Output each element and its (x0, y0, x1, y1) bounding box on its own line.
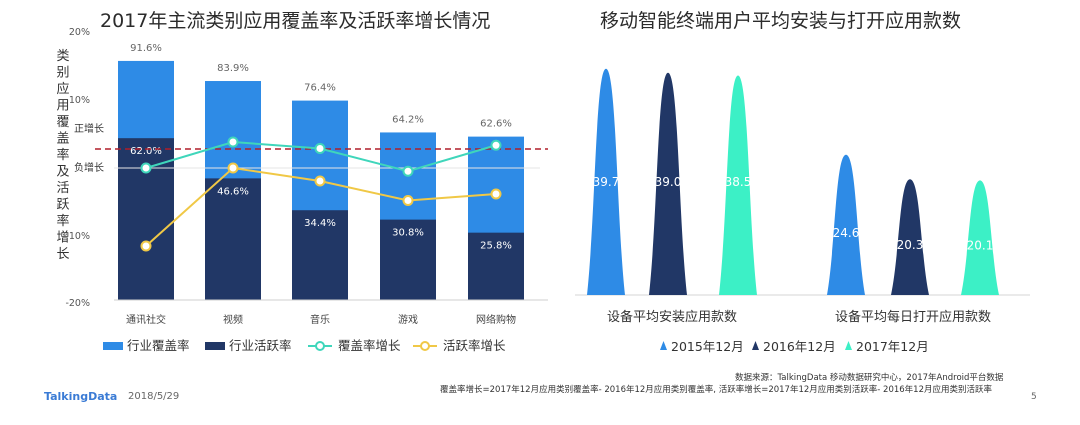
active-growth-point (227, 162, 239, 174)
coverage-growth-point (227, 136, 239, 148)
spike-bar (719, 75, 757, 295)
spike-bar (827, 154, 865, 295)
x-category-label: 音乐 (310, 313, 330, 326)
left-chart-title: 2017年主流类别应用覆盖率及活跃率增长情况 (100, 10, 491, 32)
right-category-label: 设备平均每日打开应用款数 (835, 309, 991, 325)
x-category-label: 通讯社交 (126, 313, 166, 326)
y-axis-label-char: 盖 (56, 132, 69, 147)
legend-coverage-swatch (103, 342, 123, 350)
right-category-label: 设备平均安装应用款数 (607, 309, 737, 325)
spike-data-label: 20.1 (967, 239, 994, 253)
coverage-data-label: 91.6% (130, 43, 162, 54)
negative-growth-label: 负增长 (74, 161, 104, 174)
coverage-data-label: 62.6% (480, 119, 512, 130)
coverage-growth-point (314, 143, 326, 154)
active-data-label: 46.6% (217, 186, 249, 197)
spike-bar (587, 68, 625, 296)
y-axis-label-char: 用 (56, 99, 69, 114)
coverage-data-label: 83.9% (217, 63, 249, 74)
formula-note: 覆盖率增长=2017年12月应用类别覆盖率- 2016年12月应用类别覆盖率, … (440, 385, 992, 395)
right-legend-swatch (845, 341, 852, 350)
y-tick-label: 10% (69, 95, 90, 106)
legend-coverage-growth-label: 覆盖率增长 (338, 338, 401, 353)
legend-coverage-label: 行业覆盖率 (127, 338, 190, 353)
report-date: 2018/5/29 (128, 391, 180, 402)
right-legend-label: 2015年12月 (671, 339, 744, 354)
coverage-data-label: 64.2% (392, 114, 424, 125)
y-axis-label-char: 覆 (56, 115, 69, 130)
spike-bar (961, 180, 999, 295)
active-bar (468, 232, 524, 300)
x-category-label: 网络购物 (476, 313, 516, 326)
positive-growth-label: 正增长 (74, 122, 104, 135)
coverage-data-label: 76.4% (304, 83, 336, 94)
active-data-label: 34.4% (304, 218, 336, 229)
coverage-growth-point (140, 162, 152, 174)
active-bar (380, 219, 436, 300)
page-number: 5 (1031, 392, 1037, 402)
y-axis-label-char: 应 (56, 81, 69, 97)
right-chart-title: 移动智能终端用户平均安装与打开应用款数 (600, 10, 962, 32)
legend-active-label: 行业活跃率 (229, 338, 292, 353)
spike-data-label: 39.0 (655, 175, 682, 189)
y-tick-label: -20% (65, 298, 90, 309)
y-axis-label-char: 率 (56, 147, 69, 163)
coverage-growth-point (490, 139, 502, 151)
active-data-label: 62.0% (130, 146, 162, 157)
y-axis-label-char: 率 (56, 213, 69, 229)
data-source-note: 数据来源：TalkingData 移动数据研究中心，2017年Android平台… (735, 373, 1004, 383)
spike-data-label: 24.6 (833, 226, 860, 240)
spike-data-label: 38.5 (725, 175, 752, 189)
spike-bar (649, 72, 687, 295)
y-tick-label: 10% (69, 231, 90, 242)
y-axis-label-char: 跃 (56, 198, 69, 213)
legend-active-growth-marker (420, 341, 430, 351)
right-legend-swatch (752, 341, 759, 350)
active-growth-point (402, 195, 414, 206)
spike-data-label: 39.7 (593, 175, 620, 189)
legend-active-swatch (205, 342, 225, 350)
x-category-label: 游戏 (398, 313, 418, 326)
y-axis-label-char: 类 (56, 49, 69, 64)
right-legend-label: 2016年12月 (763, 339, 836, 354)
x-category-label: 视频 (223, 313, 243, 326)
legend-active-growth-label: 活跃率增长 (443, 338, 506, 353)
y-axis-label-char: 及 (56, 165, 69, 180)
active-bar (205, 178, 261, 300)
active-data-label: 30.8% (392, 228, 424, 239)
y-axis-label-char: 长 (56, 247, 69, 262)
active-growth-point (490, 188, 502, 200)
brand-logo: TalkingData (44, 390, 118, 403)
active-data-label: 25.8% (480, 241, 512, 252)
active-growth-point (314, 175, 326, 187)
right-legend-swatch (660, 341, 667, 350)
legend-coverage-growth-marker (315, 341, 325, 351)
y-axis-label-char: 增 (56, 231, 69, 246)
right-legend-label: 2017年12月 (856, 339, 929, 354)
spike-data-label: 20.3 (897, 238, 924, 252)
y-axis-label-char: 别 (56, 66, 69, 81)
y-tick-label: 20% (69, 27, 90, 38)
coverage-growth-point (402, 165, 414, 177)
y-axis-label-char: 活 (56, 181, 69, 196)
active-growth-point (140, 240, 152, 252)
spike-bar (891, 179, 929, 295)
active-bar (292, 210, 348, 300)
